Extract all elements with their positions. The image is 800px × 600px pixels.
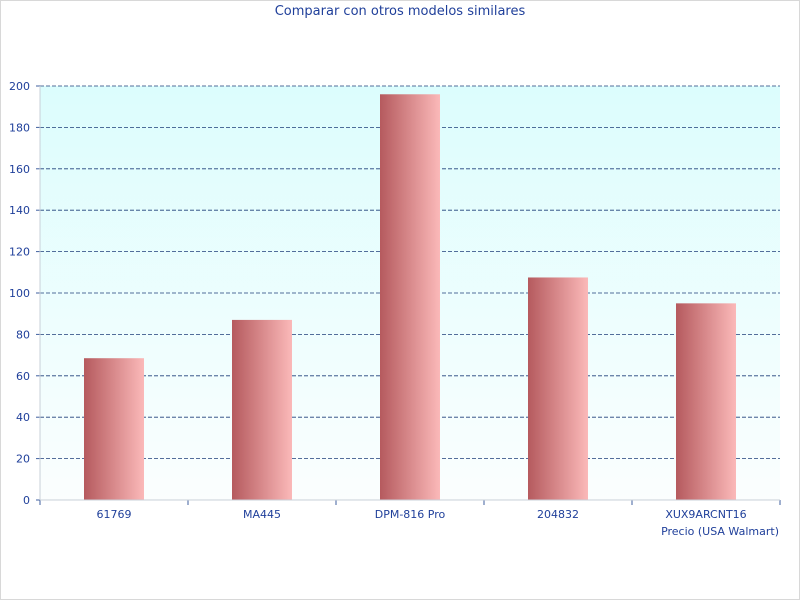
axes: 0 20 40 60 80 100 120 140 160 180 200 61769 MA445 DPM…: [9, 80, 781, 521]
y-tick-label: 140: [9, 204, 30, 217]
y-tick-label: 120: [9, 246, 30, 259]
x-tick-label: DPM-816 Pro: [375, 508, 446, 521]
bar: [528, 277, 588, 500]
bars: [84, 94, 736, 500]
bar: [232, 319, 292, 500]
y-tick-label: 20: [16, 453, 30, 466]
y-tick-label: 0: [23, 494, 30, 507]
y-tick-label: 80: [16, 328, 30, 341]
y-tick-label: 180: [9, 121, 30, 134]
x-tick-label: 61769: [97, 508, 132, 521]
x-tick-label: 204832: [537, 508, 579, 521]
x-tick-label: MA445: [243, 508, 281, 521]
bar: [84, 358, 144, 500]
y-tick-label: 60: [16, 370, 30, 383]
x-tick-label: XUX9ARCNT16: [665, 508, 746, 521]
y-tick-label: 160: [9, 163, 30, 176]
x-axis-label: Precio (USA Walmart): [661, 525, 779, 538]
bar: [380, 94, 440, 500]
bar: [676, 303, 736, 500]
y-tick-label: 200: [9, 80, 30, 93]
y-tick-label: 40: [16, 411, 30, 424]
chart-title: Comparar con otros modelos similares: [274, 4, 526, 19]
y-tick-label: 100: [9, 287, 30, 300]
